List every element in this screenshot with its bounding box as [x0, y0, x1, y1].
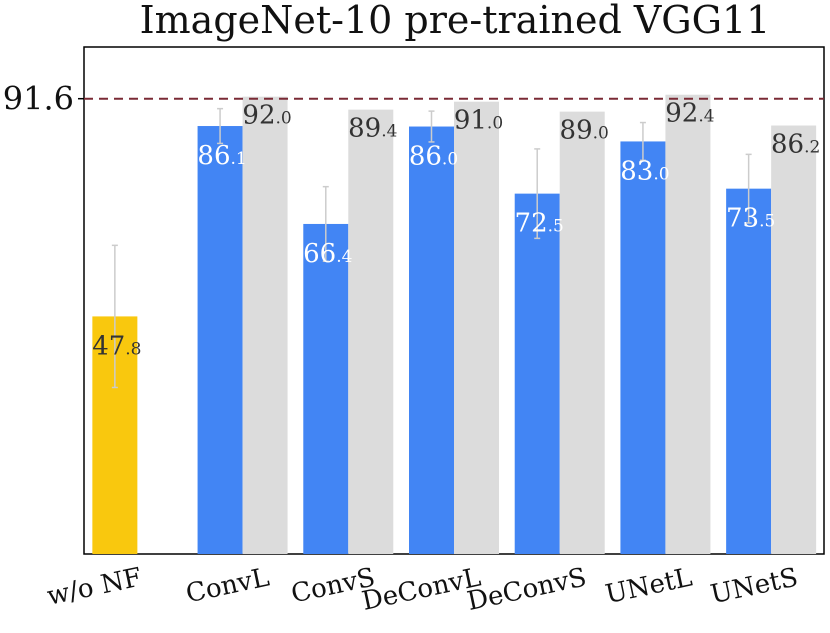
data-label-primary: 86.1: [197, 141, 246, 171]
x-tick-label: UNetS: [708, 563, 801, 611]
chart-title: ImageNet-10 pre-trained VGG11: [140, 0, 771, 42]
data-label-primary: 73.5: [726, 204, 775, 234]
error-bar: [745, 153, 752, 224]
error-bars-layer: [111, 107, 752, 389]
error-bar: [322, 185, 329, 262]
data-label-primary: 83.0: [620, 156, 669, 186]
value-labels-layer: 47.8 86.1 92.0 66.4 89.4 86.0 91.0 72.5 89.0 83.0…: [92, 99, 820, 362]
error-bar: [428, 110, 435, 143]
reference-layer: 91.6: [3, 80, 824, 118]
bar-primary: [303, 223, 349, 554]
data-label-secondary: 89.4: [348, 114, 397, 144]
bar-secondary: [559, 111, 605, 554]
bar-primary: [726, 188, 772, 555]
bar-primary: [514, 193, 560, 554]
data-label-secondary: 89.0: [560, 116, 609, 146]
x-tick-label: w/o NF: [44, 563, 144, 612]
bars-layer: [92, 94, 817, 555]
error-bar: [639, 121, 646, 162]
bar-secondary: [348, 109, 394, 555]
x-tick-label: ConvL: [183, 563, 272, 610]
bar-secondary: [771, 125, 817, 555]
bar-primary: [409, 126, 454, 554]
data-label-primary: 47.8: [92, 331, 141, 361]
error-bar: [111, 244, 118, 389]
data-label-primary: 72.5: [515, 209, 564, 239]
data-label-secondary: 92.0: [242, 101, 291, 131]
bar-secondary: [242, 96, 288, 555]
bar-secondary: [665, 94, 711, 554]
data-label-secondary: 92.4: [665, 99, 714, 129]
bar-primary: [197, 126, 243, 555]
y-tick-label: 91.6: [3, 80, 74, 118]
x-tick-label: DeConvS: [465, 563, 590, 618]
data-label-secondary: 91.0: [454, 106, 503, 136]
error-bar: [534, 148, 541, 240]
error-bar: [217, 107, 224, 145]
bar-primary: [620, 141, 666, 555]
data-label-primary: 86.0: [409, 142, 458, 172]
data-label-primary: 66.4: [303, 239, 352, 269]
data-label-secondary: 86.2: [771, 130, 820, 160]
bar-secondary: [454, 101, 499, 555]
x-tick-label: UNetL: [603, 563, 695, 611]
